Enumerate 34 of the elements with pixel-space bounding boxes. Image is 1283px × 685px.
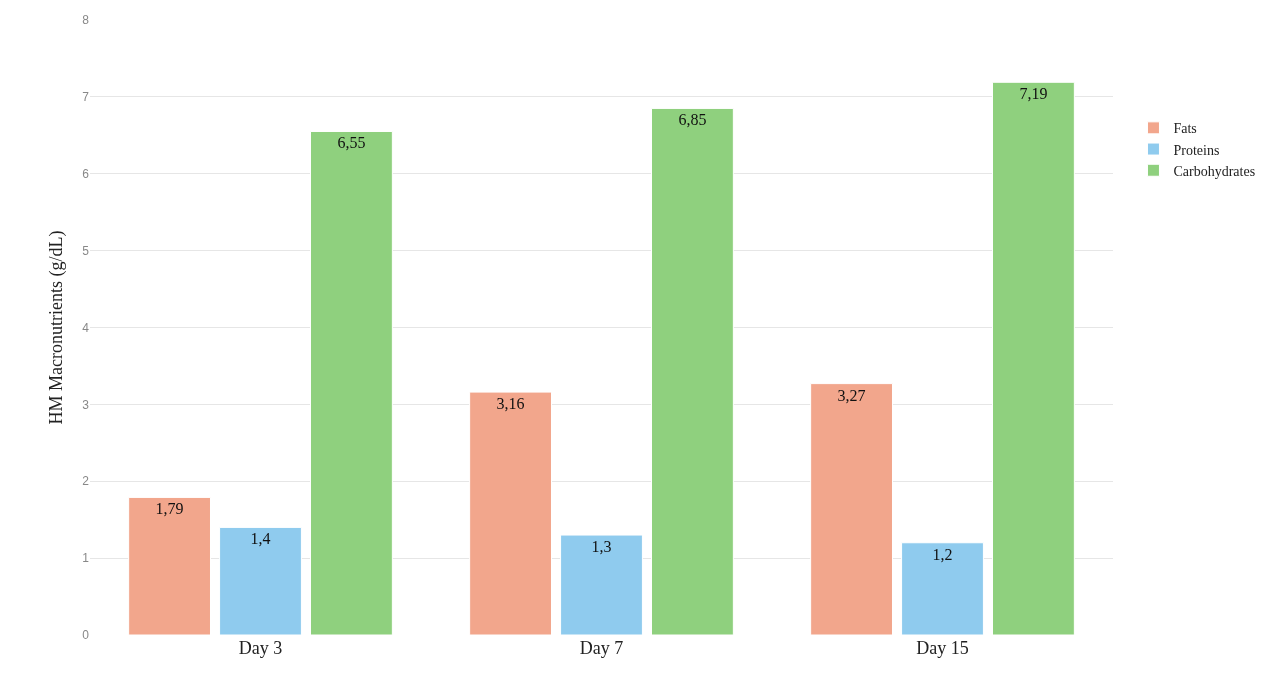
y-tick-label: 1 [82,551,90,566]
data-label: 6,55 [337,134,366,152]
data-label: 1,3 [591,538,612,556]
data-label: 3,27 [837,386,866,404]
legend-label: Proteins [1173,142,1220,158]
bar [128,496,211,635]
bar [560,534,643,635]
data-label: 1,4 [250,530,271,548]
bar [219,526,302,635]
y-tick-label: 4 [82,320,90,335]
y-axis-title: HM Macronutrients (g/dL) [45,230,67,425]
y-tick-label: 0 [82,628,90,643]
y-tick-label: 8 [82,13,90,28]
y-tick-label: 7 [82,90,90,105]
bar [810,383,893,635]
x-tick-label: Day 7 [579,638,624,658]
y-tick-label: 2 [82,474,90,489]
y-tick-label: 3 [82,397,90,412]
x-tick-label: Day 15 [916,638,969,658]
data-label: 1,79 [155,500,184,518]
y-tick-label: 5 [82,243,90,258]
bar [469,391,552,635]
bar [310,130,393,635]
x-tick-label: Day 3 [238,638,283,658]
data-label: 6,85 [678,111,707,129]
data-label: 3,16 [496,395,525,413]
data-label: 1,2 [932,545,953,563]
bar [992,81,1075,635]
data-label: 7,19 [1019,85,1048,103]
legend-label: Fats [1173,121,1197,137]
bar [901,542,984,635]
y-tick-label: 6 [82,166,90,181]
legend-label: Carbohydrates [1173,163,1256,179]
bar [651,107,734,635]
